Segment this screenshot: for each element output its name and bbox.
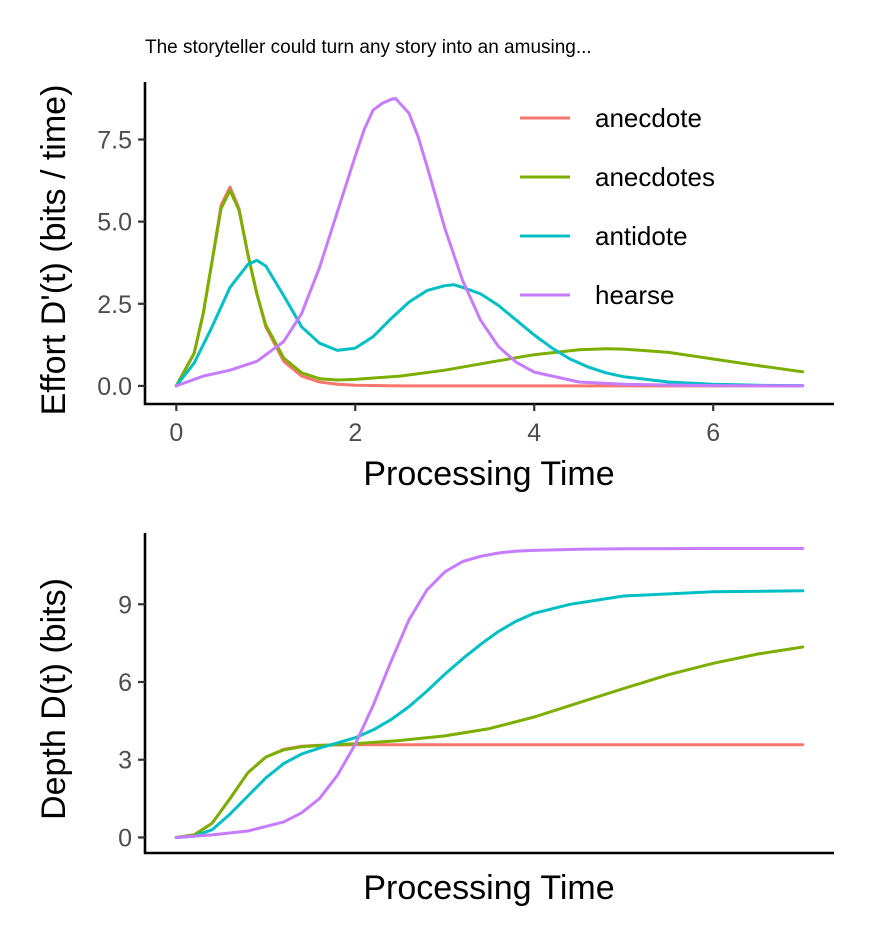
depth-y-tick-label: 3 <box>118 747 132 775</box>
depth-series-line-anecdotes <box>174 645 805 839</box>
effort-y-tick-label: 0.0 <box>97 373 132 401</box>
effort-y-ticks: 0.0 2.5 5.0 7.5 <box>97 127 145 401</box>
legend-label-antidote: antidote <box>595 221 688 251</box>
effort-panel: 0 2 4 6 0.0 2.5 5.0 7.5 Processing Time Effort… <box>35 82 834 493</box>
effort-y-tick-label: 7.5 <box>97 127 132 155</box>
depth-series-line-antidote <box>174 589 805 839</box>
depth-y-tick-label: 6 <box>118 669 132 697</box>
legend-item-hearse: hearse <box>520 280 675 310</box>
legend-item-anecdotes: anecdotes <box>520 162 715 192</box>
legend-label-hearse: hearse <box>595 280 675 310</box>
effort-y-tick-label: 5.0 <box>97 209 132 237</box>
effort-x-tick-label: 0 <box>169 419 183 447</box>
depth-y-ticks: 0 3 6 9 <box>118 591 145 852</box>
depth-x-axis-label: Processing Time <box>363 869 614 907</box>
effort-series-line-anecdotes <box>174 188 805 388</box>
chart-title: The storyteller could turn any story int… <box>145 37 592 58</box>
depth-y-axis-label: Depth D(t) (bits) <box>35 578 73 820</box>
legend-item-antidote: antidote <box>520 221 688 251</box>
effort-series-line-hearse <box>174 96 805 388</box>
legend-label-anecdotes: anecdotes <box>595 162 715 192</box>
depth-y-tick-label: 0 <box>118 824 132 852</box>
legend: anecdote anecdotes antidote hearse <box>520 103 715 310</box>
effort-x-ticks: 0 2 4 6 <box>169 404 720 447</box>
effort-series-line-anecdote <box>174 185 805 388</box>
effort-x-axis-label: Processing Time <box>363 455 614 493</box>
depth-series-line-hearse <box>174 547 805 839</box>
effort-x-tick-label: 4 <box>527 419 541 447</box>
effort-series-line-antidote <box>174 258 805 388</box>
depth-y-tick-label: 9 <box>118 591 132 619</box>
depth-series-line-anecdote <box>174 743 805 839</box>
depth-panel: 0 3 6 9 Processing Time Depth D(t) (bits) <box>35 533 834 907</box>
effort-x-tick-label: 6 <box>706 419 720 447</box>
depth-series-group <box>174 547 805 839</box>
effort-y-axis-label: Effort D'(t) (bits / time) <box>35 85 73 416</box>
effort-series-group <box>174 96 805 388</box>
effort-y-tick-label: 2.5 <box>97 291 132 319</box>
legend-label-anecdote: anecdote <box>595 103 702 133</box>
legend-item-anecdote: anecdote <box>520 103 702 133</box>
effort-x-tick-label: 2 <box>348 419 362 447</box>
